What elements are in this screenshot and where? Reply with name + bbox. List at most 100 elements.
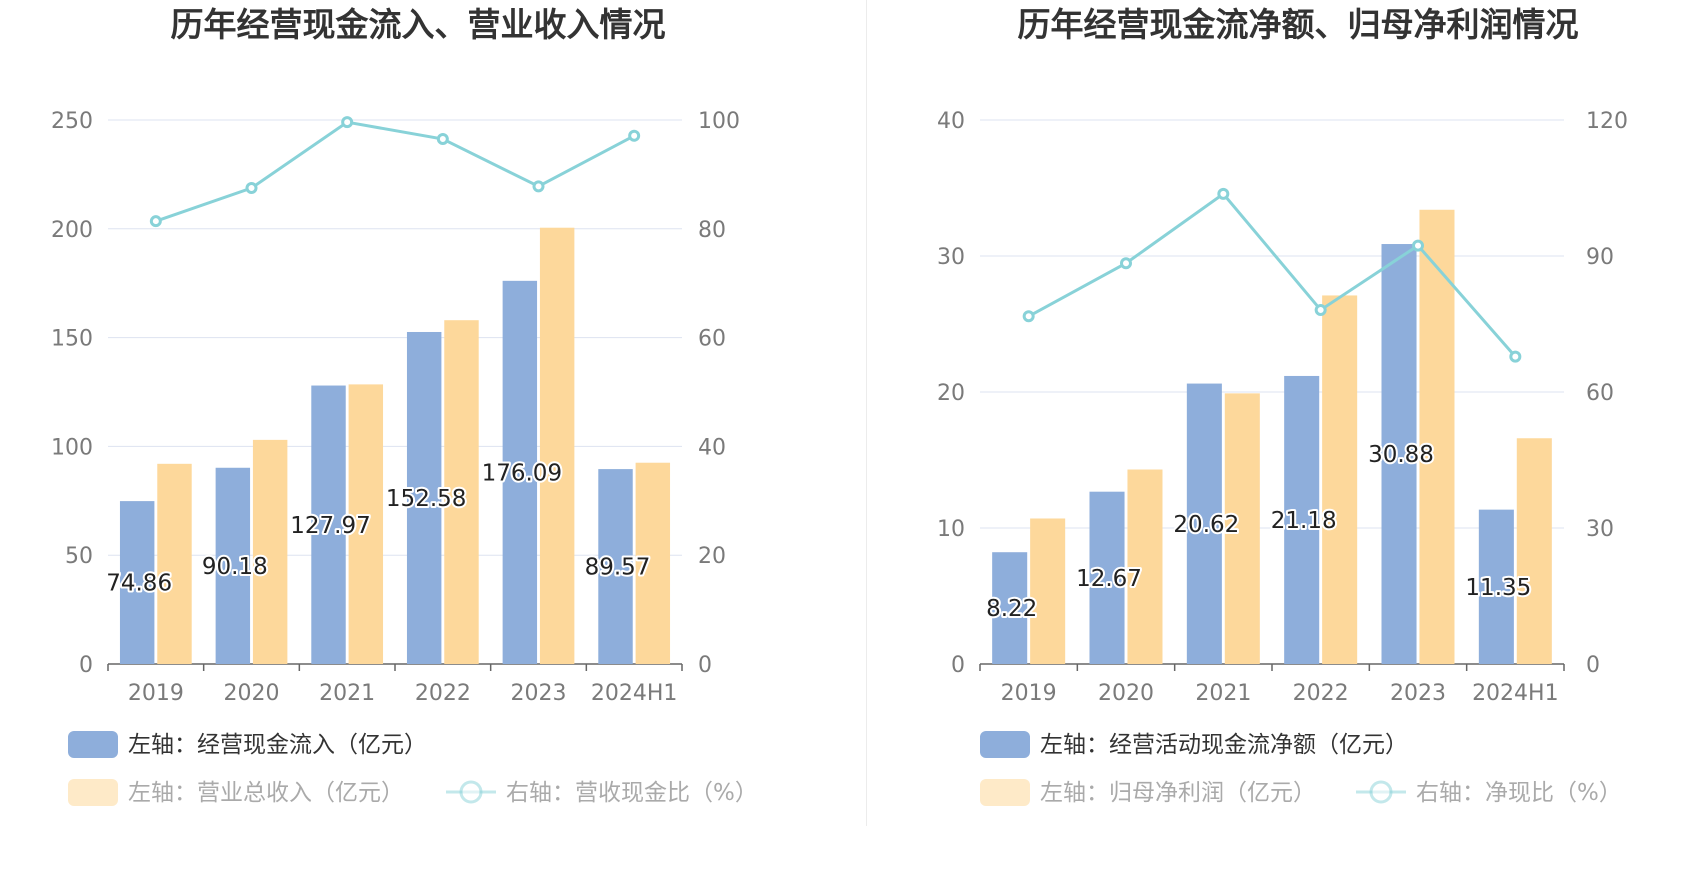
- line-series: [1027, 191, 1517, 358]
- line-point: [1120, 257, 1132, 270]
- right-axis-tick-label: 0: [698, 653, 712, 678]
- x-axis-category-label: 2022: [1293, 681, 1349, 706]
- bar-series1: [119, 501, 155, 664]
- left-axis-tick-label: 150: [51, 327, 93, 352]
- bar-data-label: 90.18: [202, 554, 268, 580]
- legend-label-series1: 左轴：经营活动现金流净额（亿元）: [1040, 732, 1408, 758]
- right-axis-tick-label: 120: [1586, 109, 1628, 134]
- legend-label-series2: 左轴：营业总收入（亿元）: [128, 780, 404, 806]
- x-axis-category-label: 2020: [224, 681, 280, 706]
- line-point: [1217, 187, 1230, 200]
- bar-series2: [1030, 518, 1066, 664]
- legend-swatch-series1: [980, 731, 1030, 758]
- right-axis-tick-label: 40: [698, 435, 726, 460]
- chart-divider: [866, 0, 867, 826]
- bar-data-label: 8.22: [986, 596, 1037, 622]
- bar-series2: [1419, 209, 1455, 664]
- bar-series1: [992, 552, 1028, 664]
- bar-series1: [406, 331, 442, 664]
- right-axis-tick-label: 100: [698, 109, 740, 134]
- bar-series2: [252, 439, 288, 664]
- line-point: [436, 133, 449, 146]
- x-axis-category-label: 2021: [319, 681, 375, 706]
- bar-series2: [348, 384, 384, 664]
- right-axis-tick-label: 30: [1586, 517, 1614, 542]
- bar-data-label: 152.58: [386, 486, 466, 512]
- x-axis-category-label: 2019: [1001, 681, 1057, 706]
- x-axis-category-label: 2024H1: [1472, 681, 1559, 706]
- bar-data-label: 12.67: [1076, 566, 1142, 592]
- left-axis-tick-label: 100: [51, 435, 93, 460]
- legend-swatch-series2: [980, 779, 1030, 806]
- line-point: [341, 116, 354, 129]
- bar-series2: [157, 463, 192, 664]
- bar-data-label: 30.88: [1368, 442, 1434, 468]
- line-point: [149, 215, 162, 228]
- x-axis-category-label: 2019: [128, 681, 184, 706]
- right-axis-tick-label: 60: [698, 327, 726, 352]
- chart-title: 历年经营现金流净额、归母净利润情况: [1018, 5, 1579, 44]
- left-axis-tick-label: 20: [937, 381, 965, 406]
- x-axis-category-label: 2022: [415, 681, 471, 706]
- legend-swatch-series2: [68, 779, 118, 806]
- left-axis-tick-label: 0: [951, 653, 965, 678]
- left-axis-tick-label: 40: [937, 109, 965, 134]
- left-axis-tick-label: 0: [79, 653, 93, 678]
- bar-series2: [444, 320, 479, 664]
- legend-label-series2: 左轴：归母净利润（亿元）: [1040, 780, 1316, 806]
- legend-label-line: 右轴：净现比（%）: [1416, 780, 1622, 806]
- bar-data-label: 21.18: [1271, 508, 1337, 534]
- bar-series2: [1127, 469, 1163, 664]
- line-point: [1509, 350, 1522, 363]
- left-axis-tick-label: 200: [51, 218, 93, 243]
- bar-data-label: 11.35: [1465, 575, 1531, 601]
- x-axis-category-label: 2023: [511, 681, 567, 706]
- legend-swatch-series1: [68, 731, 118, 758]
- legend-swatch-line-marker: [1369, 780, 1393, 804]
- bar-data-label: 89.57: [585, 555, 651, 581]
- line-series: [155, 120, 635, 223]
- line-point: [628, 129, 641, 142]
- bar-series1: [215, 467, 251, 664]
- left-axis-tick-label: 10: [937, 517, 965, 542]
- bar-series1: [1284, 375, 1320, 664]
- line-point: [532, 180, 545, 193]
- bar-series1: [1478, 509, 1514, 664]
- bar-series2: [635, 462, 671, 664]
- line-point: [1314, 303, 1327, 316]
- bar-series1: [502, 280, 538, 664]
- chart-cashflow-inflow-revenue: 历年经营现金流入、营业收入情况 0 50 100 150 200 250 0 20 40 60 80 1…: [51, 5, 758, 806]
- bar-data-label: 74.86: [106, 571, 172, 597]
- right-axis-tick-label: 60: [1586, 381, 1614, 406]
- x-axis-category-label: 2021: [1195, 681, 1251, 706]
- left-axis-tick-label: 250: [51, 109, 93, 134]
- line-point: [245, 182, 258, 194]
- legend-swatch-line-marker: [459, 780, 483, 804]
- chart-net-cashflow-profit: 历年经营现金流净额、归母净利润情况 0 10 20 30 40 0 30 60 90 120 2019…: [937, 5, 1628, 806]
- line-point: [1022, 310, 1035, 323]
- right-axis-tick-label: 0: [1586, 653, 1600, 678]
- bar-series2: [1224, 393, 1260, 664]
- right-axis-tick-label: 90: [1586, 245, 1614, 270]
- bar-data-label: 176.09: [482, 460, 562, 486]
- x-axis-category-label: 2023: [1390, 681, 1446, 706]
- x-axis-category-label: 2020: [1098, 681, 1154, 706]
- bar-series2: [539, 227, 575, 664]
- right-axis-tick-label: 20: [698, 544, 726, 569]
- bar-series1: [1381, 244, 1417, 665]
- bar-series1: [598, 469, 633, 664]
- x-axis-category-label: 2024H1: [591, 681, 678, 706]
- legend-label-line: 右轴：营收现金比（%）: [506, 780, 758, 806]
- left-axis-tick-label: 30: [937, 245, 965, 270]
- right-axis-tick-label: 80: [698, 218, 726, 243]
- left-axis-tick-label: 50: [65, 544, 93, 569]
- line-point: [1412, 239, 1424, 252]
- bar-series2: [1322, 295, 1358, 664]
- bar-data-label: 127.97: [290, 513, 370, 539]
- bar-data-label: 20.62: [1173, 512, 1239, 538]
- legend-label-series1: 左轴：经营现金流入（亿元）: [128, 732, 427, 758]
- bar-series1: [311, 385, 346, 664]
- bar-series1: [1186, 383, 1222, 664]
- bar-series1: [1089, 491, 1125, 664]
